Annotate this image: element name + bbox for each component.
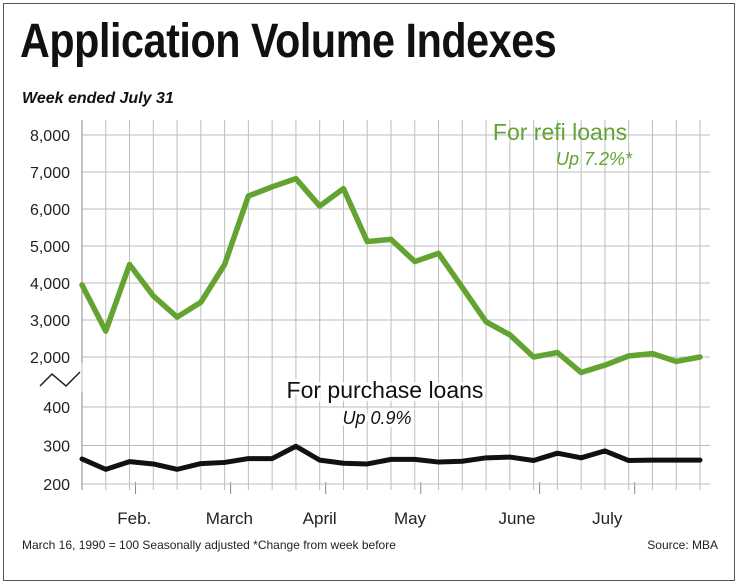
y-tick-label: 5,000: [30, 239, 70, 256]
series-line-purchase: [79, 443, 703, 472]
y-tick-label: 400: [43, 400, 70, 417]
axis-break-icon: [39, 371, 81, 388]
x-tick-label: March: [206, 509, 253, 528]
series-change-refi: Up 7.2%*: [556, 149, 633, 169]
x-tick-label: May: [394, 509, 427, 528]
footnote: March 16, 1990 = 100 Seasonally adjusted…: [22, 538, 396, 552]
chart-frame: [3, 3, 735, 581]
chart-subtitle: Week ended July 31: [22, 90, 174, 107]
y-tick-label: 8,000: [30, 128, 70, 145]
x-tick-label: June: [499, 509, 536, 528]
series-change-purchase: Up 0.9%: [342, 408, 411, 428]
y-tick-label: 300: [43, 439, 70, 456]
y-tick-label: 4,000: [30, 276, 70, 293]
source-note: Source: MBA: [647, 538, 718, 552]
series-line-refi: [79, 175, 703, 376]
chart-title: Application Volume Indexes: [20, 15, 557, 68]
y-tick-label: 200: [43, 477, 70, 494]
x-tick-label: April: [303, 509, 337, 528]
y-tick-label: 6,000: [30, 202, 70, 219]
y-tick-label: 3,000: [30, 313, 70, 330]
x-tick-label: July: [592, 509, 623, 528]
series-label-purchase: For purchase loans: [287, 377, 484, 403]
x-tick-label: Feb.: [117, 509, 151, 528]
series-label-refi: For refi loans: [493, 119, 627, 145]
y-tick-label: 2,000: [30, 350, 70, 367]
y-tick-label: 7,000: [30, 165, 70, 182]
